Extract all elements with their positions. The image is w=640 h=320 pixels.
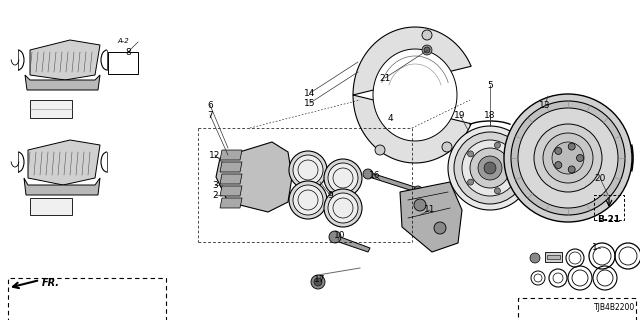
Circle shape [422,30,432,40]
Circle shape [328,193,358,223]
Text: 2: 2 [212,190,218,199]
Circle shape [311,275,325,289]
Circle shape [328,163,358,193]
Text: 20: 20 [595,173,605,182]
Polygon shape [220,186,242,196]
Circle shape [324,159,362,197]
Circle shape [568,143,575,150]
Text: B-21: B-21 [597,215,621,225]
Circle shape [414,186,422,194]
Circle shape [462,140,518,196]
Circle shape [511,165,517,171]
Polygon shape [366,172,418,192]
Polygon shape [220,162,242,172]
Polygon shape [333,235,370,252]
Circle shape [329,231,341,243]
Polygon shape [30,100,72,118]
Circle shape [555,162,562,169]
Circle shape [375,145,385,155]
Circle shape [495,142,500,148]
Text: 4: 4 [387,114,393,123]
Text: 13: 13 [540,100,551,109]
Circle shape [289,181,327,219]
Text: 14: 14 [304,89,316,98]
Text: 21: 21 [380,74,390,83]
Text: 10: 10 [334,230,346,239]
Text: 1: 1 [592,244,598,252]
Circle shape [568,166,575,173]
Text: FR.: FR. [42,278,60,288]
Bar [518,298,636,320]
Circle shape [314,278,322,286]
Polygon shape [30,40,100,80]
Text: 7: 7 [207,110,213,119]
Text: 19: 19 [454,110,466,119]
Polygon shape [545,252,562,262]
Circle shape [289,151,327,189]
Circle shape [422,45,432,55]
Circle shape [468,179,474,185]
Circle shape [552,142,584,174]
Circle shape [414,199,426,211]
Text: 9: 9 [327,190,333,199]
Text: 12: 12 [209,150,221,159]
Bar [108,52,138,74]
Circle shape [434,222,446,234]
Circle shape [478,156,502,180]
Circle shape [442,142,452,152]
Circle shape [293,185,323,215]
Circle shape [534,124,602,192]
Circle shape [484,162,496,174]
Circle shape [424,47,430,53]
Polygon shape [547,255,560,259]
Circle shape [577,155,584,162]
Circle shape [543,133,593,183]
Bar [8,278,166,320]
Circle shape [468,151,474,157]
Polygon shape [30,198,72,215]
Polygon shape [25,75,100,90]
Text: 11: 11 [424,205,436,214]
Bar [594,195,624,220]
Circle shape [454,132,526,204]
Polygon shape [220,198,242,208]
Polygon shape [373,49,457,141]
Text: 16: 16 [369,171,381,180]
Circle shape [495,188,500,194]
Circle shape [555,148,562,155]
Circle shape [363,169,373,179]
Circle shape [324,189,362,227]
Polygon shape [353,27,471,163]
Circle shape [530,253,540,263]
Circle shape [293,155,323,185]
Circle shape [470,148,510,188]
Text: 5: 5 [487,81,493,90]
Text: A-2: A-2 [117,38,129,44]
Polygon shape [28,140,100,185]
Text: TJB4B2200: TJB4B2200 [594,303,635,312]
Text: 18: 18 [484,110,496,119]
Text: 6: 6 [207,100,213,109]
Polygon shape [216,142,292,212]
Circle shape [511,101,625,215]
Polygon shape [220,174,242,184]
Text: 3: 3 [212,180,218,189]
Polygon shape [24,178,100,195]
Polygon shape [400,182,462,252]
Circle shape [518,108,618,208]
Text: 17: 17 [314,276,326,284]
Text: 8: 8 [125,47,131,57]
Text: 15: 15 [304,99,316,108]
Polygon shape [220,150,242,160]
Circle shape [448,126,532,210]
Circle shape [504,94,632,222]
